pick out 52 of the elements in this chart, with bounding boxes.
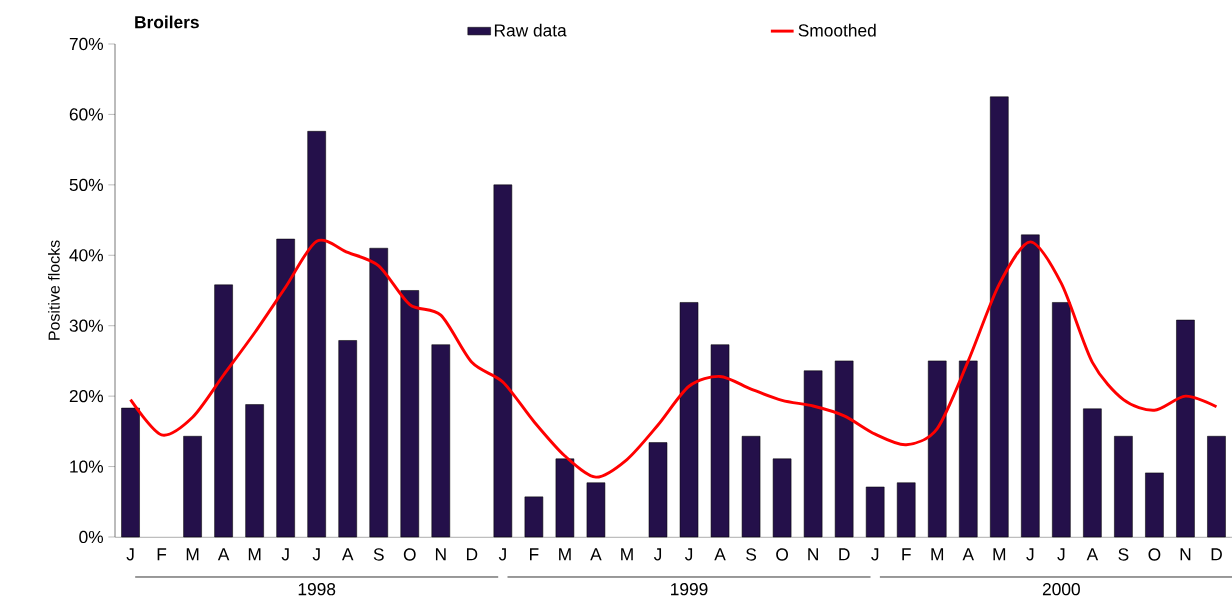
- x-tick-label: S: [1118, 548, 1129, 561]
- legend-label: Smoothed: [798, 23, 876, 37]
- x-tick-label: M: [559, 548, 571, 561]
- x-tick-label: S: [373, 548, 384, 561]
- y-tick-label: 0%: [79, 530, 104, 544]
- chart-title: Broilers: [135, 15, 199, 29]
- text: 1998: [298, 583, 336, 596]
- x-tick-label: J: [281, 548, 289, 561]
- x-tick-label: M: [248, 548, 261, 561]
- text: 1999: [671, 583, 708, 596]
- x-tick-label: J: [653, 548, 662, 561]
- x-tick-label: M: [993, 548, 1006, 561]
- x-tick-label: D: [1211, 548, 1222, 561]
- x-tick-label: F: [902, 548, 911, 561]
- x-tick-label: A: [590, 548, 602, 561]
- x-tick-label: N: [808, 548, 818, 561]
- x-tick-label: D: [839, 548, 850, 561]
- x-tick-label: J: [126, 548, 134, 561]
- x-tick-label: A: [341, 548, 354, 561]
- x-tick-label: N: [1180, 548, 1191, 561]
- x-tick-label: J: [1057, 548, 1065, 561]
- y-tick-label: 10%: [70, 460, 104, 473]
- x-tick-label: N: [435, 548, 446, 561]
- y-tick-label: 30%: [69, 319, 104, 332]
- x-tick-label: A: [217, 548, 230, 561]
- line-series: [129, 239, 1218, 479]
- x-tick-label: A: [714, 548, 726, 561]
- x-tick-label: O: [1148, 548, 1161, 561]
- x-tick-label: M: [186, 548, 199, 561]
- x-tick-label: M: [621, 548, 633, 561]
- x-tick-label: J: [498, 548, 506, 561]
- x-tick-label: J: [684, 548, 693, 561]
- y-tick-label: 20%: [69, 389, 104, 403]
- y-axis-title: Positive flocks: [48, 240, 60, 340]
- y-tick-label: 50%: [69, 178, 104, 191]
- x-tick-label: S: [746, 548, 757, 561]
- x-tick-label: D: [466, 548, 478, 561]
- x-tick-label: M: [931, 548, 944, 561]
- x-tick-label: F: [530, 548, 539, 561]
- x-tick-label: O: [776, 548, 789, 561]
- x-tick-label: F: [157, 548, 167, 561]
- y-tick-label: 60%: [69, 108, 104, 121]
- x-tick-label: J: [1026, 548, 1034, 561]
- legend-label: Raw data: [494, 23, 567, 37]
- x-tick-label: A: [1086, 548, 1099, 561]
- text: 2000: [1042, 583, 1080, 596]
- y-tick-label: 40%: [69, 249, 104, 262]
- x-tick-label: A: [962, 548, 974, 561]
- x-tick-label: J: [871, 548, 879, 561]
- x-tick-label: O: [403, 548, 416, 561]
- y-tick-label: 70%: [69, 37, 104, 51]
- x-tick-label: J: [312, 548, 320, 561]
